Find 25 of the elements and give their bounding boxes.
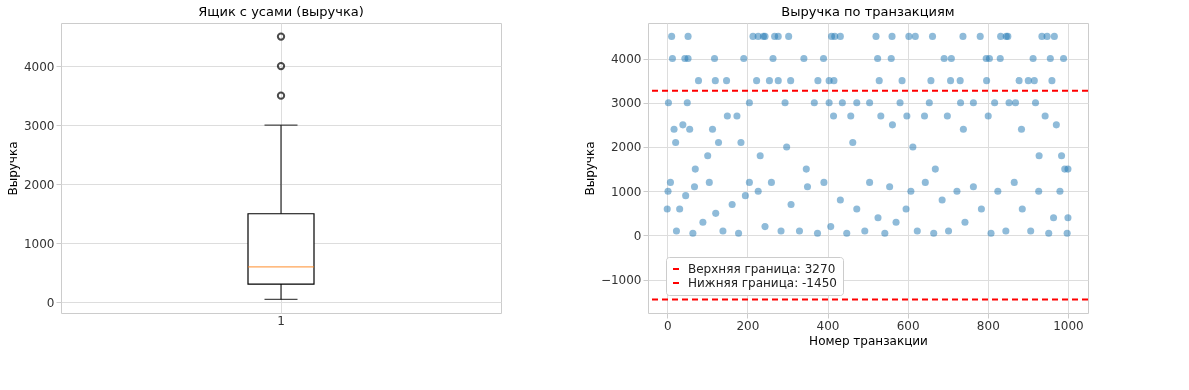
chart-title: Ящик с усами (выручка) xyxy=(198,4,364,19)
x-tick-label: 600 xyxy=(896,318,920,333)
x-tick-label: 800 xyxy=(976,318,1000,333)
x-tick-label: 1000 xyxy=(1053,318,1084,333)
y-tick-label: 2000 xyxy=(23,177,55,192)
y-tick-label: 3000 xyxy=(610,96,642,111)
x-tick-label: 200 xyxy=(736,318,760,333)
x-axis-title: Номер транзакции xyxy=(809,333,928,348)
y-tick-label: 1000 xyxy=(610,184,642,199)
y-tick-label: 0 xyxy=(633,228,642,243)
y-axis-title: Выручка xyxy=(582,141,597,196)
y-tick-label: 3000 xyxy=(23,118,55,133)
legend-label: Нижняя граница: -1450 xyxy=(688,276,837,290)
y-axis-title: Выручка xyxy=(5,141,20,196)
y-tick-label: −1000 xyxy=(600,273,642,288)
legend-label: Верхняя граница: 3270 xyxy=(688,262,836,276)
y-tick-label: 0 xyxy=(46,295,55,310)
y-tick-label: 1000 xyxy=(23,236,55,251)
y-tick-label: 4000 xyxy=(23,59,55,74)
y-tick-label: 4000 xyxy=(610,52,642,67)
x-tick-label: 0 xyxy=(663,318,672,333)
x-tick-label: 400 xyxy=(816,318,840,333)
y-tick-label: 2000 xyxy=(610,140,642,155)
chart-title: Выручка по транзакциям xyxy=(781,4,955,19)
x-tick-label: 1 xyxy=(277,313,285,328)
